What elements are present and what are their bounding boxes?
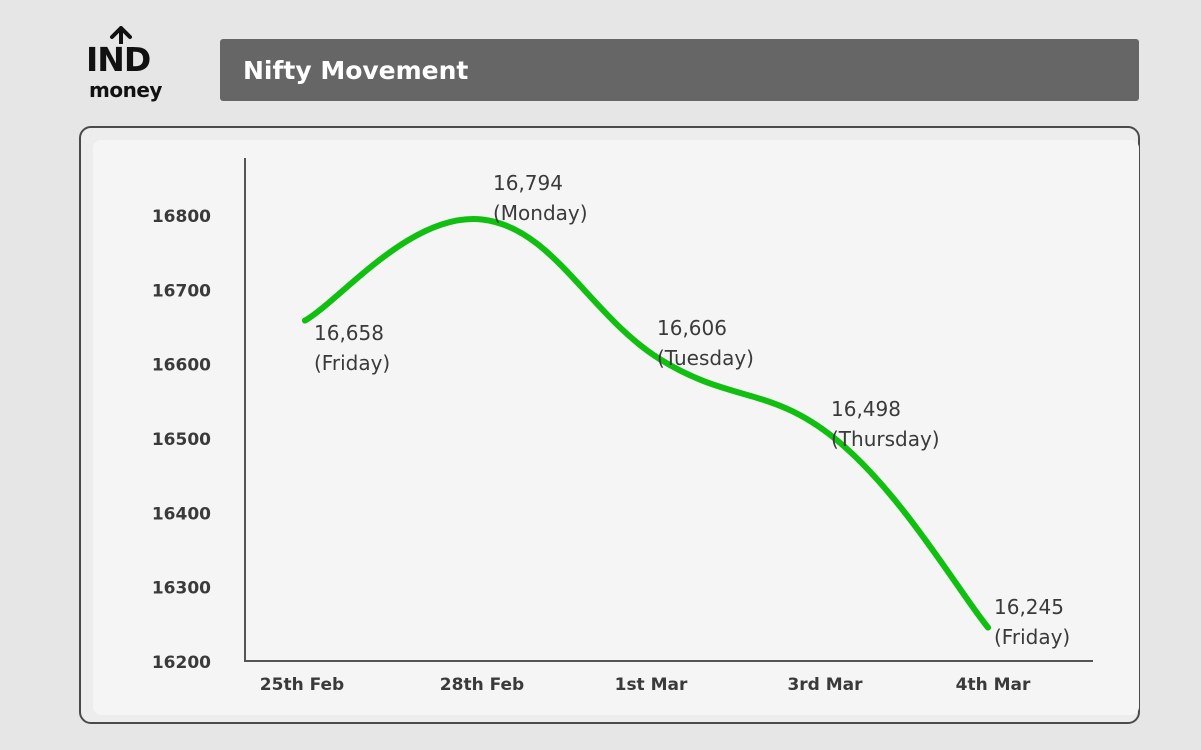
x-tick-label: 28th Feb xyxy=(440,675,524,695)
y-tick-label: 16500 xyxy=(152,430,211,450)
data-label-day: (Tuesday) xyxy=(657,346,754,370)
chart-frame xyxy=(79,126,1140,724)
data-label-value: 16,245 xyxy=(994,595,1064,619)
x-tick-label: 1st Mar xyxy=(615,675,688,695)
x-tick-label: 4th Mar xyxy=(956,675,1031,695)
data-point xyxy=(479,216,485,223)
y-tick-label: 16400 xyxy=(152,504,211,524)
data-label-day: (Monday) xyxy=(493,201,588,225)
up-arrow-icon xyxy=(110,26,132,44)
logo-ind-text: IND xyxy=(86,40,151,79)
chart-panel xyxy=(93,140,1139,715)
series-line xyxy=(302,216,991,631)
logo-money-text: money xyxy=(89,78,162,102)
data-label-day: (Friday) xyxy=(994,625,1070,649)
title-bar: Nifty Movement xyxy=(220,39,1139,101)
data-label-value: 16,658 xyxy=(314,321,384,345)
data-label-value: 16,498 xyxy=(831,397,901,421)
x-tick-label: 3rd Mar xyxy=(787,675,863,695)
x-tick-label: 25th Feb xyxy=(260,675,344,695)
y-tick-label: 16600 xyxy=(152,356,211,376)
indmoney-logo: IND money xyxy=(86,26,166,104)
data-label-day: (Thursday) xyxy=(831,427,940,451)
y-tick-label: 16700 xyxy=(152,281,211,301)
data-label-value: 16,794 xyxy=(493,171,563,195)
data-point xyxy=(985,624,991,631)
data-label-value: 16,606 xyxy=(657,316,727,340)
data-point xyxy=(302,317,308,324)
data-point xyxy=(657,356,663,363)
y-tick-label: 16300 xyxy=(152,579,211,599)
y-tick-label: 16200 xyxy=(152,653,211,673)
chart-title: Nifty Movement xyxy=(243,55,469,85)
y-tick-label: 16800 xyxy=(152,207,211,227)
data-point xyxy=(833,436,839,443)
data-label-day: (Friday) xyxy=(314,351,390,375)
